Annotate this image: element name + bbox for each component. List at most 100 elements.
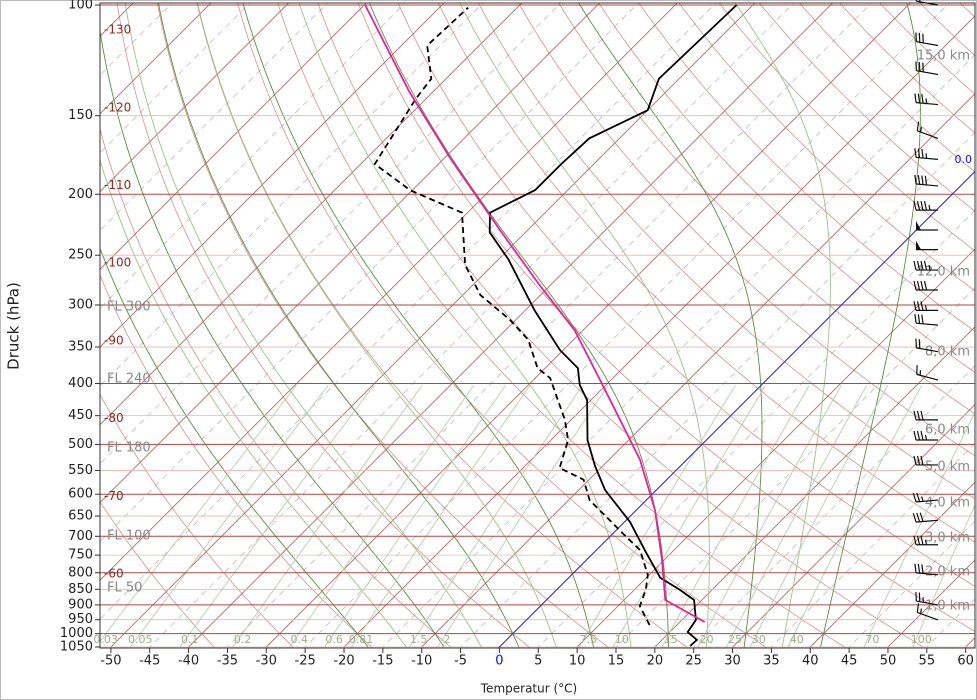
mixing-ratio-line: [129, 385, 329, 648]
isotherm: [100, 3, 212, 115]
moist-adiabat: [734, 3, 831, 648]
mixing-ratio-line: [178, 385, 375, 648]
y-tick-label: 100: [68, 0, 93, 13]
temperature-line: [488, 4, 738, 647]
barb-part: [914, 313, 917, 324]
dry-adiabat: [100, 501, 216, 648]
barb-part: [914, 563, 917, 573]
wind-barb: [914, 313, 939, 326]
isotherm: [100, 3, 367, 270]
moist-adiabat: [100, 28, 446, 648]
moist-adiabat: [157, 3, 520, 648]
mixing-ratio-label: 2: [443, 633, 450, 646]
x-tick-label: -10: [411, 654, 432, 669]
barb-part: [920, 608, 922, 614]
isotherm-label: -80: [104, 411, 124, 425]
isotherm-minor: [536, 209, 975, 648]
isotherm: [808, 481, 975, 648]
x-tick-label: 5: [534, 654, 542, 669]
barb-part: [916, 322, 939, 326]
barb-part: [913, 301, 917, 311]
isotherm-label: -120: [104, 100, 131, 114]
wind-barb: [913, 410, 938, 421]
height-label: 3,0 km: [925, 531, 970, 546]
wind-barb: [915, 591, 939, 606]
barb-part: [920, 126, 922, 133]
y-tick-label: 450: [68, 408, 93, 423]
barb-part: [923, 280, 928, 291]
x-tick-label: 50: [880, 654, 897, 669]
moist-adiabat: [100, 158, 408, 648]
isotherm-minor: [769, 442, 975, 648]
wind-barb: [916, 365, 939, 381]
wind-barb: [916, 221, 938, 231]
height-label: 4,0 km: [925, 496, 970, 511]
barb-part: [916, 41, 939, 47]
moist-adiabat: [459, 3, 710, 648]
mixing-ratio-line: [660, 385, 810, 648]
dry-adiabat: [357, 3, 975, 632]
isotherm: [420, 93, 975, 648]
x-tick-label: 0: [495, 654, 503, 669]
barb-part: [916, 512, 921, 523]
x-tick-label: -50: [100, 654, 121, 669]
isotherm-minor: [459, 132, 975, 648]
isotherm: [109, 3, 756, 648]
dry-adiabat: [100, 393, 295, 648]
wind-barb: [915, 0, 939, 6]
mixing-ratio-label: 0.81: [349, 633, 374, 646]
y-tick-label: 700: [68, 529, 93, 544]
dewpoint-line: [373, 7, 651, 626]
mixing-ratio-line: [231, 385, 423, 648]
barb-part: [928, 205, 931, 211]
isotherm-minor: [100, 3, 639, 542]
moist-adiabat: [100, 247, 370, 648]
profiles: [364, 4, 975, 648]
barb-part: [916, 603, 920, 613]
isotherm-minor: [692, 365, 975, 648]
y-tick-label: 1050: [60, 640, 93, 655]
dry-adiabat: [678, 3, 975, 292]
isotherm-label: -100: [104, 256, 131, 270]
wind-barb: [915, 338, 939, 353]
barb-part: [921, 496, 924, 502]
barb-part: [916, 519, 939, 523]
y-tick-label: 850: [68, 582, 93, 597]
height-label: 15,0 km: [917, 49, 970, 64]
wind-barb: [916, 240, 938, 251]
mixing-ratio-label: 10: [615, 633, 629, 646]
barb-part: [925, 98, 928, 104]
barb-part: [916, 0, 939, 6]
barb-part: [920, 260, 924, 271]
y-tick-label: 350: [68, 340, 93, 355]
wind-barb: [916, 121, 939, 139]
plot-border: [99, 2, 976, 649]
wind-barb: [914, 563, 939, 576]
wind-barb: [916, 603, 939, 621]
x-tick-label: 15: [608, 654, 625, 669]
dry-adiabat: [558, 3, 975, 415]
wind-barb: [913, 260, 938, 271]
isotherm-minor: [303, 3, 950, 648]
dry-adiabat: [758, 3, 975, 212]
barb-part: [916, 156, 939, 160]
x-tick-label: -15: [372, 654, 393, 669]
barb-part: [916, 600, 939, 606]
flight-level: FL 180: [107, 441, 151, 456]
wind-barb: [912, 492, 939, 503]
barb-part: [917, 175, 921, 185]
isotherm-minor: [225, 3, 872, 648]
barb-part: [916, 535, 921, 545]
mixing-ratio-label: 100: [911, 633, 932, 646]
x-tick-label: 25: [685, 654, 702, 669]
mixing-ratio-label: 20: [700, 633, 714, 646]
x-tick-label: 30: [724, 654, 741, 669]
isotherm: [100, 3, 523, 426]
mixing-ratio-label: 0.03: [93, 633, 118, 646]
mixing-ratio-line: [350, 385, 531, 648]
isotherm-label: -70: [104, 489, 124, 503]
flight-level: FL 100: [107, 529, 151, 544]
y-tick-label: 200: [68, 187, 93, 202]
mixing-ratio-label: 0.6: [325, 633, 343, 646]
